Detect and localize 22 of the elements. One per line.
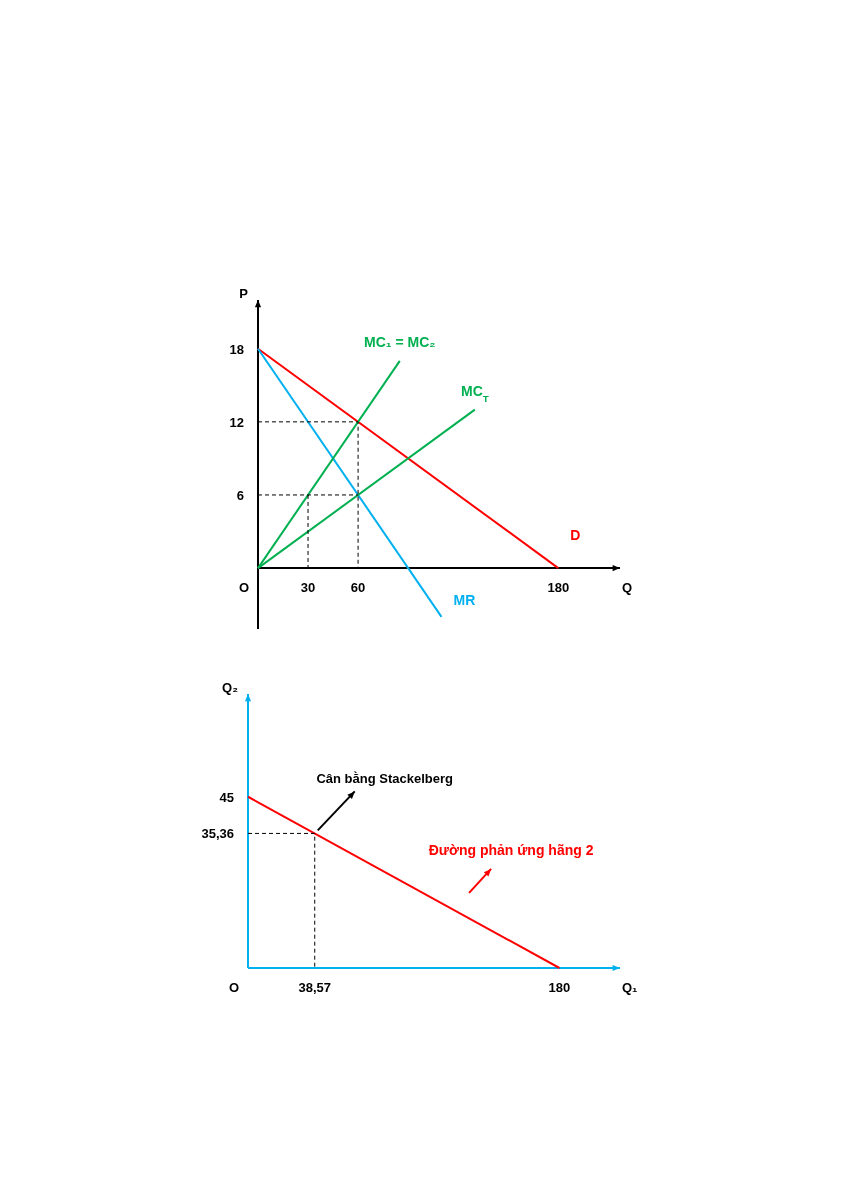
- y-tick-label: 12: [229, 414, 244, 430]
- text: O: [238, 580, 250, 596]
- text: O: [228, 980, 240, 995]
- x-tick-label: 38,57: [298, 980, 332, 995]
- y-tick-label: 6: [236, 487, 244, 503]
- x-tick-label: 180: [548, 980, 571, 995]
- y-tick-label: 18: [229, 341, 244, 357]
- annotation: Cân bằng Stackelberg: [316, 771, 454, 787]
- x-tick-label: 60: [350, 580, 366, 596]
- series-label: MC₁ = MC₂: [364, 333, 436, 350]
- x-axis-title: Q₁: [622, 980, 638, 995]
- x-axis-title: Q: [622, 580, 633, 596]
- x-tick-label: 30: [300, 580, 316, 596]
- y-axis-title: P: [239, 286, 249, 301]
- series-label: MC$_{T}$: [460, 382, 489, 404]
- y-tick-label: 45: [219, 789, 234, 805]
- x-tick-label: 180: [547, 580, 570, 596]
- y-tick-label: 35,36: [201, 826, 234, 842]
- series-label: MR: [453, 591, 476, 608]
- series-label: D: [570, 527, 581, 544]
- y-axis-title: Q₂: [222, 680, 239, 695]
- text: Đường phản ứng hãng 2: [428, 841, 594, 858]
